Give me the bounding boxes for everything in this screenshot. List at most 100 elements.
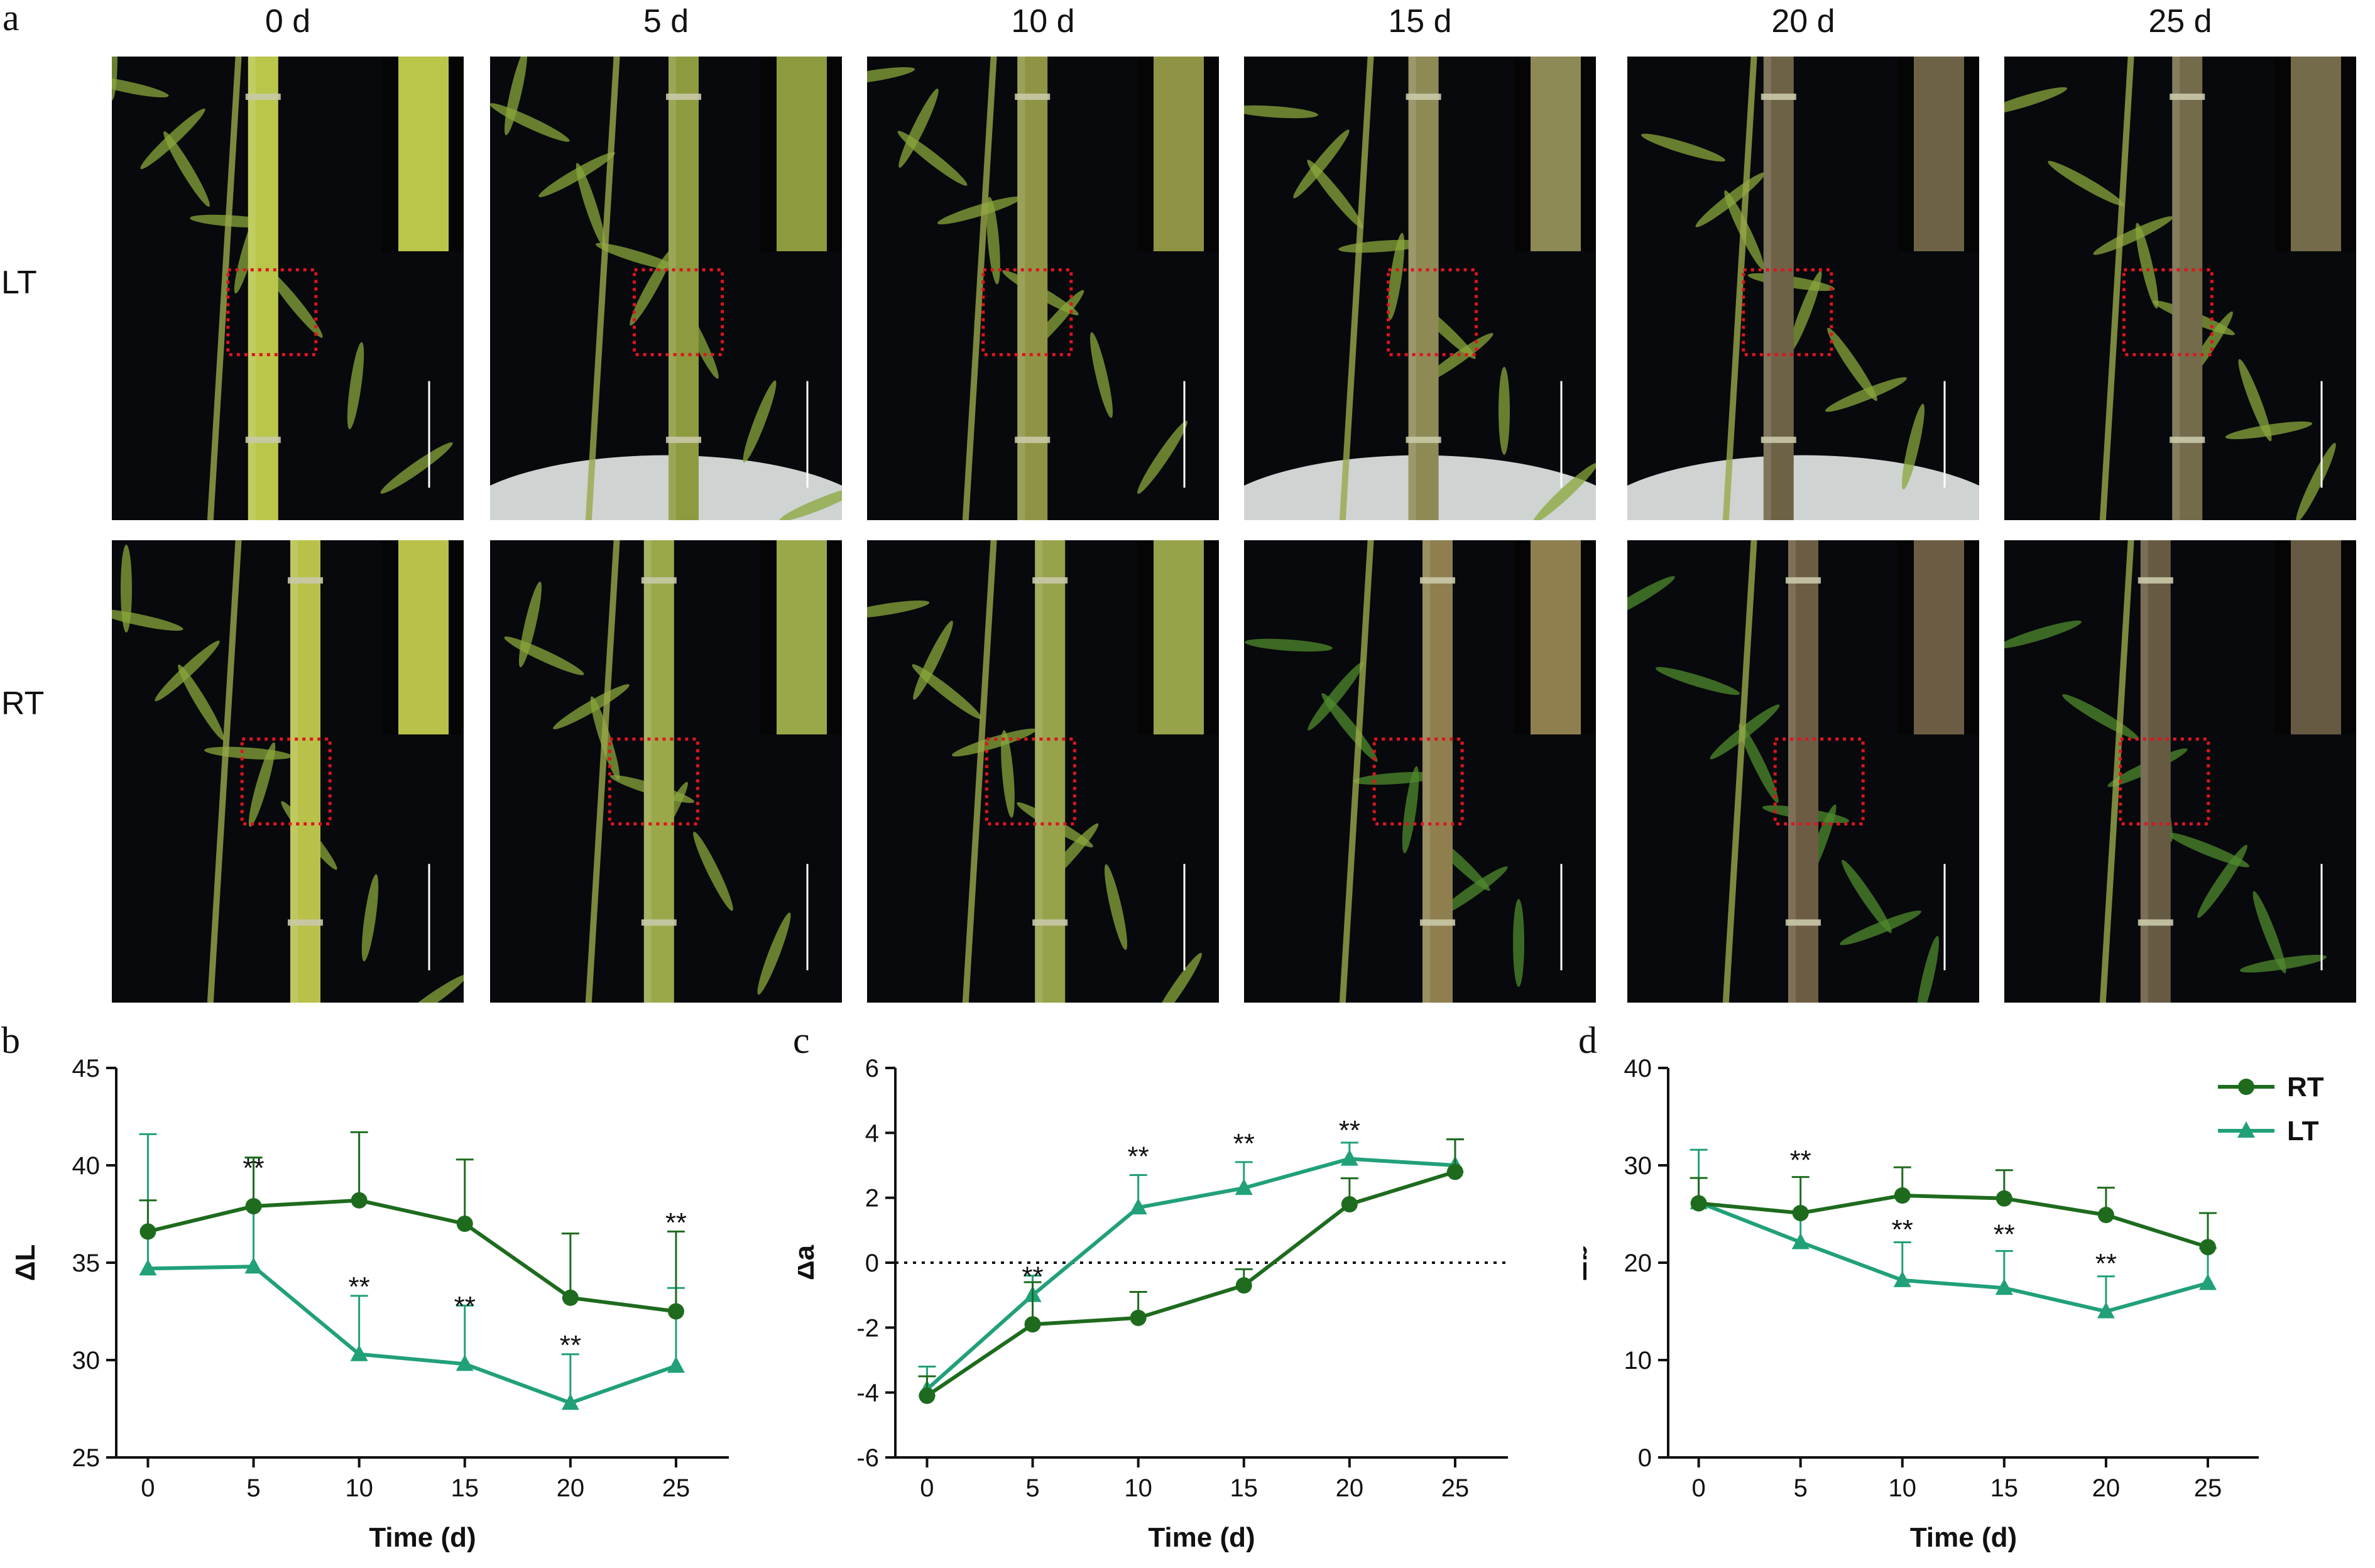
significance-marker: ** bbox=[2095, 1248, 2117, 1279]
bamboo-photo-image bbox=[490, 57, 842, 520]
panel-c-label: c bbox=[793, 1020, 810, 1061]
series-line-lt bbox=[925, 1157, 1456, 1391]
data-point-rt bbox=[351, 1192, 368, 1209]
y-tick-label: 4 bbox=[865, 1119, 879, 1147]
row-label-lt: LT bbox=[1, 264, 37, 301]
timepoint-label: 5 d bbox=[643, 3, 689, 40]
data-point-rt bbox=[1996, 1190, 2012, 1207]
data-point-lt bbox=[2198, 1273, 2217, 1290]
y-tick-label: -6 bbox=[856, 1444, 879, 1472]
timepoint-label: 20 d bbox=[1771, 3, 1835, 40]
y-tick-label: 0 bbox=[1638, 1444, 1652, 1472]
x-tick-label: 5 bbox=[1025, 1474, 1039, 1502]
x-tick-label: 10 bbox=[1124, 1474, 1152, 1502]
y-axis-label: ΔL bbox=[13, 1244, 41, 1282]
data-point-rt bbox=[1130, 1309, 1147, 1326]
panel-b-label: b bbox=[1, 1020, 20, 1061]
legend-label: RT bbox=[2287, 1072, 2324, 1102]
bamboo-photo bbox=[1244, 57, 1596, 520]
y-tick-label: 30 bbox=[72, 1347, 101, 1375]
y-tick-label: -4 bbox=[856, 1380, 879, 1407]
data-point-lt bbox=[1340, 1149, 1358, 1166]
x-tick-label: 25 bbox=[2194, 1474, 2222, 1502]
bamboo-photo-image bbox=[2004, 540, 2356, 1003]
x-tick-label: 10 bbox=[1889, 1474, 1917, 1502]
data-point-rt bbox=[2199, 1239, 2216, 1256]
data-point-lt bbox=[1129, 1198, 1147, 1215]
significance-marker: ** bbox=[243, 1153, 264, 1184]
data-point-rt bbox=[1024, 1316, 1041, 1333]
data-point-rt bbox=[919, 1387, 936, 1404]
significance-marker: ** bbox=[1128, 1141, 1149, 1172]
data-point-lt bbox=[561, 1393, 579, 1410]
significance-marker: ** bbox=[1339, 1115, 1360, 1146]
bamboo-photo-image bbox=[1627, 57, 1979, 520]
series-line-lt bbox=[1698, 1200, 2208, 1314]
legend-label: LT bbox=[2287, 1116, 2319, 1146]
data-point-rt bbox=[456, 1216, 473, 1232]
timepoint-label: 10 d bbox=[1011, 3, 1075, 40]
bamboo-photo bbox=[2004, 57, 2356, 520]
y-tick-label: 40 bbox=[1624, 1055, 1652, 1082]
bamboo-photo-image bbox=[2004, 57, 2356, 520]
y-tick-label: 6 bbox=[865, 1055, 879, 1082]
bamboo-photo-image bbox=[867, 57, 1219, 520]
bamboo-photo bbox=[867, 540, 1219, 1003]
x-tick-label: 5 bbox=[246, 1474, 260, 1502]
x-axis-label: Time (d) bbox=[1148, 1522, 1255, 1553]
x-tick-label: 20 bbox=[1336, 1474, 1364, 1502]
data-point-rt bbox=[139, 1223, 156, 1240]
data-point-lt bbox=[139, 1259, 157, 1276]
y-tick-label: 2 bbox=[865, 1185, 879, 1212]
data-point-rt bbox=[1446, 1163, 1463, 1180]
y-tick-label: 0 bbox=[865, 1250, 879, 1277]
significance-marker: ** bbox=[1790, 1145, 1811, 1176]
x-tick-label: 0 bbox=[920, 1474, 934, 1502]
x-tick-label: 25 bbox=[1441, 1474, 1470, 1502]
panel-a-label: a bbox=[3, 0, 19, 38]
series-line-rt bbox=[925, 1170, 1456, 1398]
data-point-lt bbox=[456, 1354, 474, 1371]
significance-marker: ** bbox=[1233, 1128, 1255, 1159]
significance-marker: ** bbox=[349, 1271, 370, 1302]
y-axis-label: Δa bbox=[798, 1244, 820, 1280]
series-line-lt bbox=[148, 1265, 677, 1405]
bamboo-photo-image bbox=[1244, 57, 1596, 520]
chart-delta-a: -6 -4 -2 0 2 4 6 0 5 10 15 20 25 Time (d) Δa ** ** ** ** bbox=[798, 1055, 1508, 1553]
significance-marker: ** bbox=[560, 1330, 581, 1361]
bamboo-photo bbox=[867, 57, 1219, 520]
timepoint-label: 15 d bbox=[1388, 3, 1452, 40]
data-point-lt bbox=[1235, 1179, 1253, 1195]
significance-marker: ** bbox=[454, 1291, 476, 1322]
data-point-rt bbox=[1894, 1187, 1911, 1204]
data-point-lt bbox=[244, 1257, 263, 1274]
row-label-rt: RT bbox=[1, 685, 45, 722]
x-tick-label: 0 bbox=[141, 1474, 155, 1502]
bamboo-photo bbox=[2004, 540, 2356, 1003]
significance-marker: ** bbox=[1994, 1219, 2015, 1250]
y-axis-label: Δb bbox=[1583, 1244, 1593, 1282]
timepoint-label: 25 d bbox=[2148, 3, 2212, 40]
chart-delta-b: 0 10 20 30 40 0 5 10 15 20 25 Time (d) Δb ** ** ** ** RT L… bbox=[1583, 1055, 2324, 1553]
y-tick-label: 35 bbox=[72, 1250, 101, 1277]
data-point-lt bbox=[350, 1344, 368, 1361]
bamboo-photo-image bbox=[504, 540, 842, 1003]
timepoint-label: 0 d bbox=[265, 3, 311, 40]
significance-marker: ** bbox=[665, 1207, 687, 1238]
legend-marker bbox=[2238, 1079, 2254, 1095]
significance-marker: ** bbox=[1892, 1214, 1913, 1245]
bamboo-photo bbox=[1627, 540, 1979, 1003]
data-point-rt bbox=[1690, 1195, 1707, 1212]
x-axis-label: Time (d) bbox=[1910, 1522, 2017, 1553]
bamboo-photo bbox=[490, 540, 842, 1003]
data-point-lt bbox=[1995, 1278, 2013, 1295]
data-point-rt bbox=[562, 1289, 579, 1306]
bamboo-photo-image bbox=[1245, 540, 1596, 1003]
bamboo-photo-image bbox=[112, 540, 464, 1003]
bamboo-photo bbox=[112, 57, 464, 520]
y-tick-label: 40 bbox=[72, 1152, 101, 1180]
bamboo-photo bbox=[490, 57, 842, 520]
bamboo-photo bbox=[1244, 540, 1596, 1003]
significance-marker: ** bbox=[1022, 1261, 1043, 1292]
x-axis-label: Time (d) bbox=[369, 1522, 476, 1553]
